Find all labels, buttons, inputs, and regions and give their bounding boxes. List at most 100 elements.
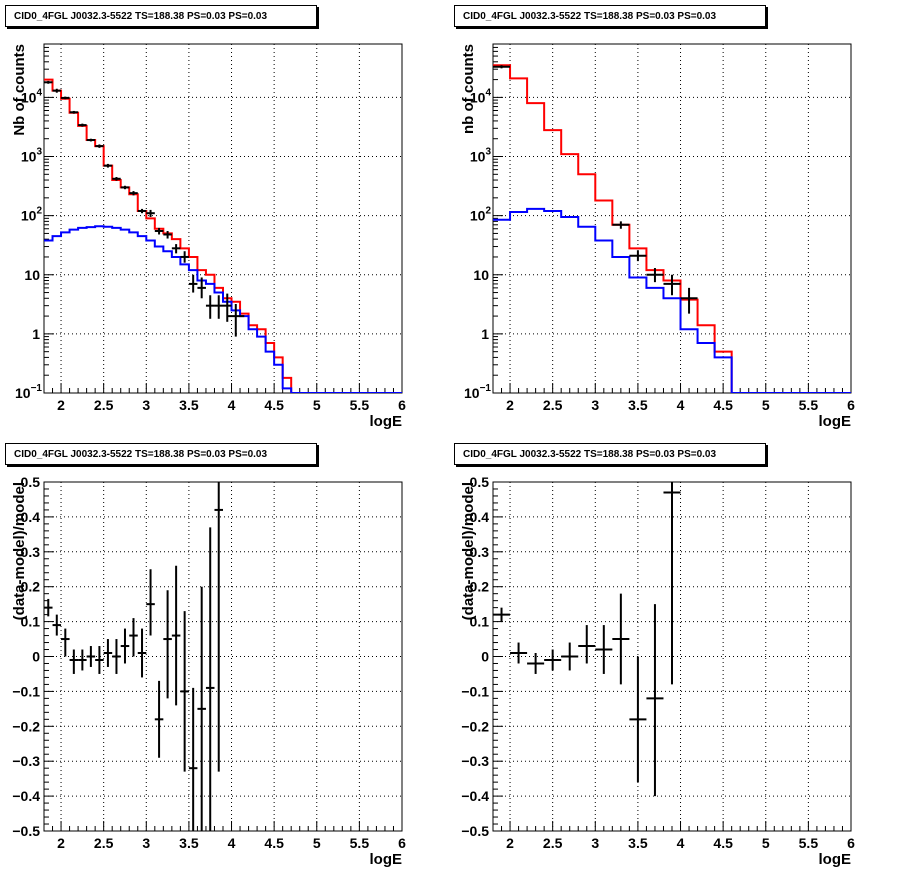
data-point xyxy=(120,185,130,190)
data-point xyxy=(163,590,172,699)
x-tick-label: 3.5 xyxy=(628,835,648,851)
y-tick-label: 0.2 xyxy=(470,579,490,595)
x-tick-label: 5 xyxy=(762,835,770,851)
data-point xyxy=(629,250,647,262)
data-point xyxy=(171,565,181,706)
data-point xyxy=(680,287,698,314)
x-tick-label: 5 xyxy=(762,397,770,413)
x-tick-label: 5 xyxy=(313,397,321,413)
chart-svg: 2 2.5 3 3.5 4 4.5 5 5.5 6 −0.5 −0.4 −0.3 −0.2 −0.1 0 0.… xyxy=(460,474,855,868)
x-tick-label: 5 xyxy=(313,835,321,851)
series-line xyxy=(44,225,402,393)
y-tick-label: 0.5 xyxy=(470,474,490,490)
data-point xyxy=(663,274,681,296)
data-point xyxy=(61,628,70,657)
y-tick-label: −0.2 xyxy=(461,718,489,734)
data-point xyxy=(527,653,545,674)
y-tick-label: 103 xyxy=(470,147,492,165)
x-tick-label: 3 xyxy=(142,835,150,851)
data-point xyxy=(197,586,206,831)
y-tick-label: 0.1 xyxy=(21,614,41,630)
data-point xyxy=(137,208,147,214)
y-tick-label: −0.1 xyxy=(461,683,489,699)
data-point xyxy=(180,251,189,263)
data-point xyxy=(214,295,223,319)
data-point xyxy=(493,65,511,69)
data-point xyxy=(197,277,206,299)
data-point xyxy=(129,618,138,657)
data-point xyxy=(205,527,215,831)
x-tick-label: 4 xyxy=(228,397,236,413)
data-point xyxy=(112,639,121,674)
y-tick-label: 0.4 xyxy=(21,509,41,525)
data-point xyxy=(493,607,511,622)
data-point xyxy=(103,639,113,667)
x-tick-label: 2.5 xyxy=(94,835,114,851)
x-tick-label: 2 xyxy=(57,835,65,851)
y-tick-label: 102 xyxy=(470,206,492,224)
data-point xyxy=(578,625,596,664)
x-tick-label: 5.5 xyxy=(350,397,370,413)
data-point xyxy=(180,611,189,772)
y-axis-title: (data-model)/model xyxy=(460,482,477,620)
y-tick-label: −0.3 xyxy=(461,753,489,769)
data-point xyxy=(663,482,681,685)
series-line xyxy=(493,64,851,393)
data-point xyxy=(544,649,562,671)
data-point xyxy=(188,687,198,831)
x-tick-label: 3 xyxy=(591,397,599,413)
data-point xyxy=(52,88,62,93)
y-tick-label: 0.1 xyxy=(470,614,490,630)
y-tick-label: 10−1 xyxy=(464,383,491,401)
x-tick-label: 6 xyxy=(398,835,406,851)
panel-top-right: CID0_4FGL J0032.3-5522 TS=188.38 PS=0.03… xyxy=(449,0,898,437)
y-tick-label: −0.3 xyxy=(12,753,40,769)
y-axis-title: Nb of counts xyxy=(11,44,28,136)
data-point xyxy=(112,177,121,181)
x-axis-title: logE xyxy=(819,851,852,868)
chart-title: CID0_4FGL J0032.3-5522 TS=188.38 PS=0.03… xyxy=(454,5,766,27)
x-tick-label: 4 xyxy=(677,397,685,413)
data-point xyxy=(103,163,113,168)
data-point xyxy=(510,642,528,664)
chart-svg: 2 2.5 3 3.5 4 4.5 5 5.5 6 10−1 1 10 102 103 104 logE nb … xyxy=(460,43,855,430)
chart-title: CID0_4FGL J0032.3-5522 TS=188.38 PS=0.03… xyxy=(5,443,317,465)
data-point xyxy=(44,598,53,617)
x-tick-label: 4 xyxy=(228,835,236,851)
data-point xyxy=(146,209,155,217)
data-point xyxy=(646,604,664,797)
y-tick-label: 10 xyxy=(24,267,40,283)
plot-frame xyxy=(43,43,403,394)
data-point xyxy=(52,614,62,636)
y-tick-label: −0.4 xyxy=(12,788,40,804)
x-tick-label: 6 xyxy=(847,397,855,413)
x-tick-label: 2 xyxy=(506,835,514,851)
x-tick-label: 4.5 xyxy=(713,397,733,413)
x-tick-label: 3.5 xyxy=(628,397,648,413)
data-point xyxy=(171,244,181,254)
data-point xyxy=(214,482,223,772)
x-tick-label: 5.5 xyxy=(799,835,819,851)
data-point xyxy=(69,649,79,674)
data-point xyxy=(612,221,630,229)
data-point xyxy=(595,625,613,674)
data-point xyxy=(629,656,647,783)
y-tick-label: 104 xyxy=(470,87,492,105)
chart-title: CID0_4FGL J0032.3-5522 TS=188.38 PS=0.03… xyxy=(5,5,317,27)
data-point xyxy=(86,646,96,667)
x-tick-label: 2 xyxy=(57,397,65,413)
x-tick-label: 2 xyxy=(506,397,514,413)
x-tick-label: 4.5 xyxy=(713,835,733,851)
x-axis-title: logE xyxy=(370,413,403,430)
x-tick-label: 2.5 xyxy=(543,835,563,851)
x-tick-label: 4.5 xyxy=(264,835,284,851)
x-tick-label: 6 xyxy=(847,835,855,851)
chart-svg: 2 2.5 3 3.5 4 4.5 5 5.5 6 10−1 1 10 102 103 104 logE Nb … xyxy=(11,43,406,430)
y-tick-label: 1 xyxy=(32,326,40,342)
y-tick-label: 10−1 xyxy=(15,383,42,401)
data-point xyxy=(69,110,79,114)
y-axis-title: (data-model)/model xyxy=(11,482,28,620)
data-point xyxy=(129,191,138,196)
series-line xyxy=(44,78,402,393)
data-point xyxy=(646,268,664,283)
